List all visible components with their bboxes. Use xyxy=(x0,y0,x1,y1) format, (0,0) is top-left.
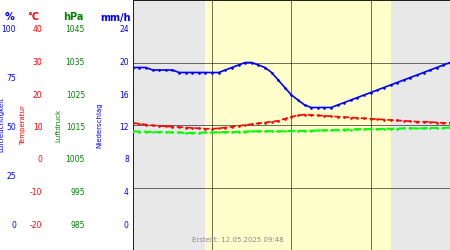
Text: -10: -10 xyxy=(30,188,42,197)
Text: 12: 12 xyxy=(119,123,129,132)
Text: 50: 50 xyxy=(6,123,16,132)
Text: 0: 0 xyxy=(38,156,42,164)
Text: 1035: 1035 xyxy=(66,58,85,67)
Text: 10: 10 xyxy=(33,123,42,132)
Text: Niederschlag: Niederschlag xyxy=(97,102,103,148)
Bar xyxy=(206,0,391,250)
Text: 20: 20 xyxy=(119,58,129,67)
Text: 4: 4 xyxy=(124,188,129,197)
Text: 40: 40 xyxy=(33,26,42,35)
Text: 0: 0 xyxy=(124,220,129,230)
Text: -20: -20 xyxy=(30,220,42,230)
Text: mm/h: mm/h xyxy=(100,12,131,22)
Text: hPa: hPa xyxy=(63,12,83,22)
Text: 1015: 1015 xyxy=(66,123,85,132)
Text: °C: °C xyxy=(27,12,39,22)
Text: 24: 24 xyxy=(119,26,129,35)
Text: Luftdruck: Luftdruck xyxy=(55,108,61,142)
Text: 995: 995 xyxy=(70,188,85,197)
Text: %: % xyxy=(4,12,14,22)
Text: 1045: 1045 xyxy=(66,26,85,35)
Text: 16: 16 xyxy=(119,90,129,100)
Text: 1025: 1025 xyxy=(66,90,85,100)
Text: 8: 8 xyxy=(124,156,129,164)
Text: 1005: 1005 xyxy=(66,156,85,164)
Text: 100: 100 xyxy=(1,26,16,35)
Text: Erstellt: 12.05.2025 09:48: Erstellt: 12.05.2025 09:48 xyxy=(192,236,283,242)
Text: 30: 30 xyxy=(33,58,42,67)
Text: 75: 75 xyxy=(6,74,16,83)
Text: 985: 985 xyxy=(71,220,85,230)
Text: 25: 25 xyxy=(6,172,16,181)
Text: Temperatur: Temperatur xyxy=(19,105,26,145)
Text: 0: 0 xyxy=(11,220,16,230)
Text: 20: 20 xyxy=(33,90,42,100)
Text: Luftfeuchtigkeit: Luftfeuchtigkeit xyxy=(0,98,4,152)
